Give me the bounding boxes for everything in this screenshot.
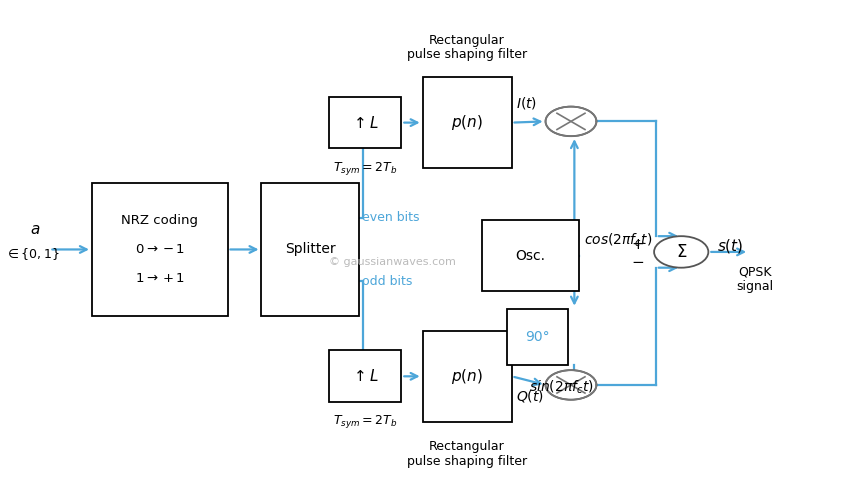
Text: 90°: 90° (525, 330, 550, 344)
Circle shape (545, 107, 597, 136)
Text: $\uparrow L$: $\uparrow L$ (351, 115, 379, 130)
Text: $\Sigma$: $\Sigma$ (676, 243, 687, 261)
Text: $T_{sym} = 2T_b$: $T_{sym} = 2T_b$ (333, 160, 397, 177)
Text: $\in \{0,1\}$: $\in \{0,1\}$ (5, 247, 59, 262)
Circle shape (654, 236, 709, 268)
FancyBboxPatch shape (507, 309, 568, 365)
Text: $0 \rightarrow -1$: $0 \rightarrow -1$ (134, 243, 185, 256)
Text: $sin(2\pi f_c t)$: $sin(2\pi f_c t)$ (530, 379, 594, 396)
Text: even bits: even bits (362, 211, 420, 224)
Text: Rectangular: Rectangular (429, 34, 505, 46)
FancyBboxPatch shape (422, 77, 512, 168)
Text: Splitter: Splitter (285, 243, 335, 256)
Text: +: + (631, 237, 644, 252)
FancyBboxPatch shape (482, 220, 580, 291)
FancyBboxPatch shape (422, 331, 512, 422)
Text: $-$: $-$ (630, 253, 644, 268)
Text: pulse shaping filter: pulse shaping filter (407, 48, 527, 61)
FancyBboxPatch shape (92, 183, 228, 316)
Text: Rectangular: Rectangular (429, 440, 505, 453)
Text: $p(n)$: $p(n)$ (452, 113, 483, 132)
Text: $Q(t)$: $Q(t)$ (516, 388, 544, 405)
Text: $1 \rightarrow +1$: $1 \rightarrow +1$ (134, 272, 185, 285)
Circle shape (545, 370, 597, 400)
Text: pulse shaping filter: pulse shaping filter (407, 455, 527, 468)
FancyBboxPatch shape (329, 350, 402, 402)
Text: QPSK
signal: QPSK signal (736, 265, 773, 293)
Text: $s(t)$: $s(t)$ (717, 237, 743, 255)
Text: odd bits: odd bits (362, 275, 413, 288)
Text: $a$: $a$ (30, 222, 40, 237)
Text: $I(t)$: $I(t)$ (516, 94, 537, 111)
Text: © gaussianwaves.com: © gaussianwaves.com (329, 257, 457, 267)
Text: $cos(2\pi f_c t)$: $cos(2\pi f_c t)$ (584, 231, 652, 248)
FancyBboxPatch shape (329, 97, 402, 149)
Text: $p(n)$: $p(n)$ (452, 367, 483, 386)
Text: $T_{sym} = 2T_b$: $T_{sym} = 2T_b$ (333, 413, 397, 430)
Text: NRZ coding: NRZ coding (121, 214, 198, 227)
Text: Osc.: Osc. (516, 248, 546, 263)
FancyBboxPatch shape (261, 183, 359, 316)
Text: $\uparrow L$: $\uparrow L$ (351, 369, 379, 384)
